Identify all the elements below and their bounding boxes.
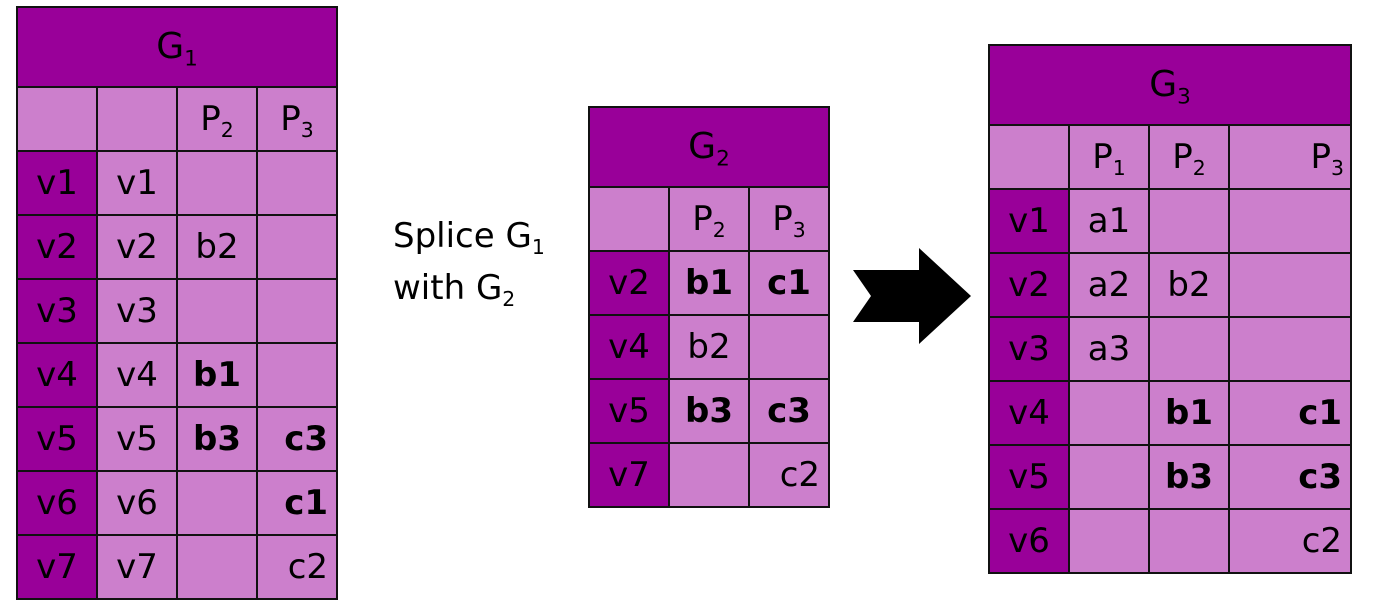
g3-row-label: v6	[988, 508, 1070, 574]
g1-cell: v5	[96, 406, 178, 472]
g2-cell: b1	[668, 250, 750, 316]
g3-header-p2: P2	[1148, 124, 1230, 190]
g1-header-blank	[96, 86, 178, 152]
g3-row-label: v2	[988, 252, 1070, 318]
g2-row-label: v2	[588, 250, 670, 316]
splice-label-line2: with G2	[393, 268, 516, 312]
g1-cell	[255, 278, 339, 344]
right-arrow-icon	[853, 248, 973, 352]
g3-table: G3 P1 P2 P3 v1 a1 v2 a2 b2 v3 a3 v4 b1 c…	[987, 44, 1353, 574]
g3-cell: b2	[1148, 252, 1230, 318]
g1-cell: v7	[96, 534, 178, 600]
g2-cell	[747, 314, 831, 380]
g2-header-p2: P2	[668, 186, 750, 252]
g3-title: G3	[987, 44, 1353, 126]
g2-cell: c2	[747, 442, 831, 508]
g1-cell	[255, 150, 339, 216]
g3-cell	[1227, 252, 1353, 318]
g3-cell	[1068, 444, 1150, 510]
g1-row-label: v6	[16, 470, 98, 536]
g1-table: G1 P2 P3 v1 v1 v2 v2 b2 v3 v3 v4 v4 b1 v…	[15, 6, 339, 600]
g2-row-label: v5	[588, 378, 670, 444]
g2-cell	[668, 442, 750, 508]
g3-header-p3: P3	[1227, 124, 1353, 190]
g2-cell: b2	[668, 314, 750, 380]
g1-row-label: v4	[16, 342, 98, 408]
g1-cell: c3	[255, 406, 339, 472]
g1-cell	[176, 278, 258, 344]
g2-cell: c3	[747, 378, 831, 444]
g1-cell	[176, 150, 258, 216]
g1-row-label: v2	[16, 214, 98, 280]
g3-row-label: v4	[988, 380, 1070, 446]
splice-label-line1: Splice G1	[393, 216, 545, 260]
g3-cell: b1	[1148, 380, 1230, 446]
g1-cell	[255, 214, 339, 280]
g3-cell: a1	[1068, 188, 1150, 254]
g1-cell: v1	[96, 150, 178, 216]
g1-cell	[255, 342, 339, 408]
g2-table: G2 P2 P3 v2 b1 c1 v4 b2 v5 b3 c3 v7 c2	[587, 106, 831, 508]
g2-cell: b3	[668, 378, 750, 444]
g3-header-blank	[988, 124, 1070, 190]
g3-cell: a2	[1068, 252, 1150, 318]
g3-header-p1: P1	[1068, 124, 1150, 190]
g2-header-blank	[588, 186, 670, 252]
splice-label: Splice G1 with G2	[393, 210, 545, 314]
g1-title: G1	[15, 6, 339, 88]
g1-cell: v6	[96, 470, 178, 536]
g3-row-label: v5	[988, 444, 1070, 510]
g1-row-label: v7	[16, 534, 98, 600]
g3-cell	[1227, 316, 1353, 382]
g3-row-label: v1	[988, 188, 1070, 254]
g3-cell	[1148, 188, 1230, 254]
g1-cell: b2	[176, 214, 258, 280]
g2-header-p3: P3	[747, 186, 831, 252]
g1-header-p2: P2	[176, 86, 258, 152]
g1-cell: c1	[255, 470, 339, 536]
g3-cell	[1227, 188, 1353, 254]
g3-cell	[1068, 508, 1150, 574]
g1-cell: v2	[96, 214, 178, 280]
g1-cell: c2	[255, 534, 339, 600]
g3-cell: b3	[1148, 444, 1230, 510]
g2-row-label: v4	[588, 314, 670, 380]
g2-cell: c1	[747, 250, 831, 316]
g3-cell: c1	[1227, 380, 1353, 446]
g1-cell	[176, 470, 258, 536]
g3-row-label: v3	[988, 316, 1070, 382]
g3-cell	[1148, 508, 1230, 574]
g1-header-blank	[16, 86, 98, 152]
g3-cell: a3	[1068, 316, 1150, 382]
g1-cell	[176, 534, 258, 600]
g3-cell: c2	[1227, 508, 1353, 574]
g1-row-label: v5	[16, 406, 98, 472]
g1-header-p3: P3	[255, 86, 339, 152]
g1-cell: b1	[176, 342, 258, 408]
g2-title: G2	[587, 106, 831, 188]
g1-row-label: v3	[16, 278, 98, 344]
g3-cell: c3	[1227, 444, 1353, 510]
g3-cell	[1068, 380, 1150, 446]
g1-cell: v3	[96, 278, 178, 344]
g1-row-label: v1	[16, 150, 98, 216]
g2-row-label: v7	[588, 442, 670, 508]
g1-cell: b3	[176, 406, 258, 472]
g1-cell: v4	[96, 342, 178, 408]
g3-cell	[1148, 316, 1230, 382]
